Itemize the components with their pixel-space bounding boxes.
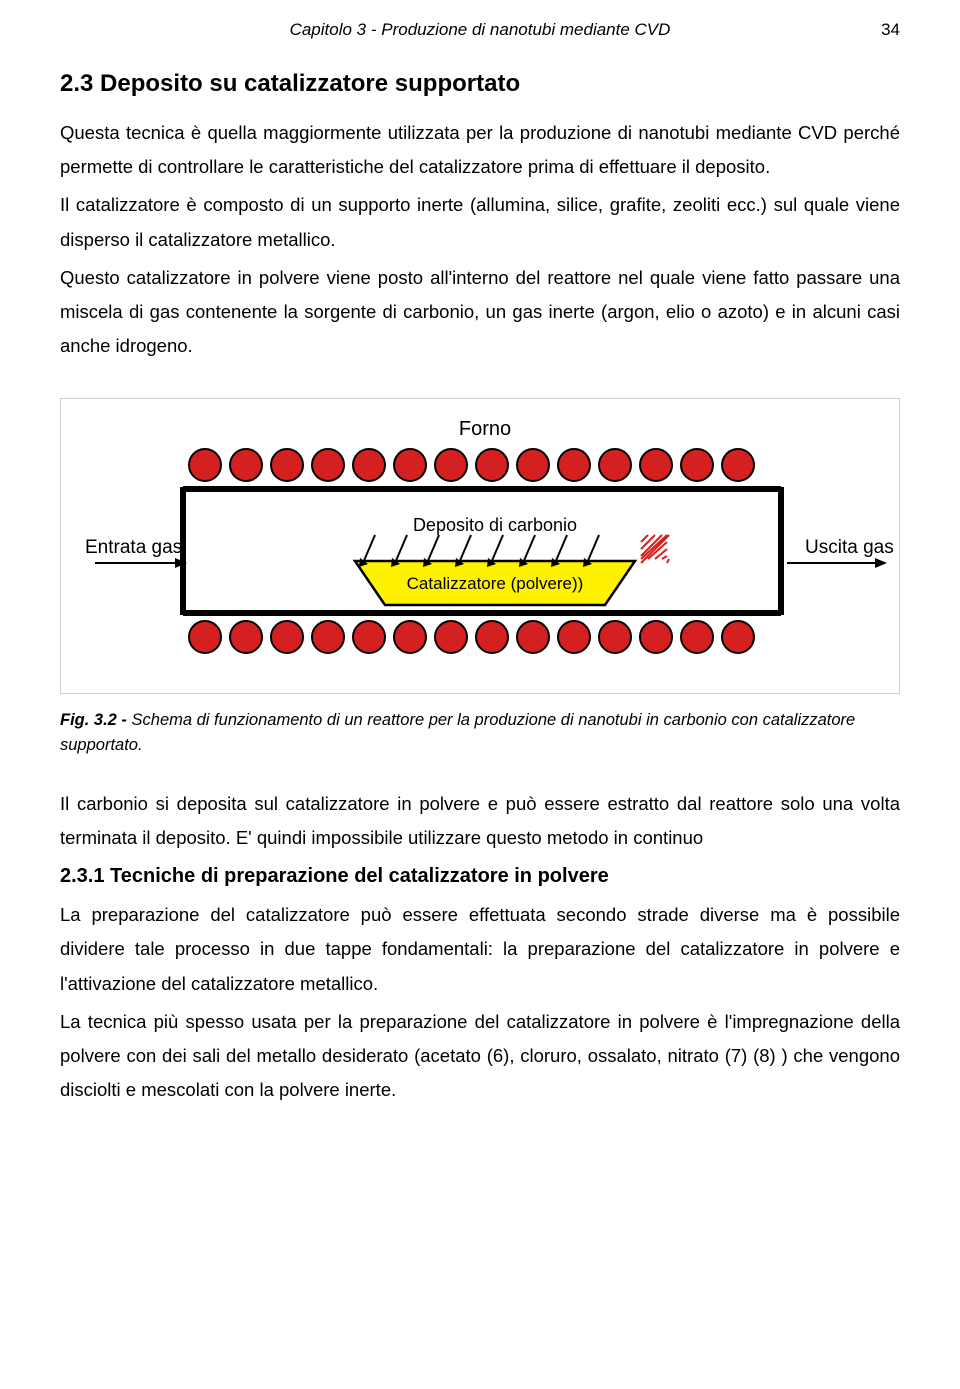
paragraph-3: Questo catalizzatore in polvere viene po…	[60, 261, 900, 364]
page: Capitolo 3 - Produzione di nanotubi medi…	[0, 0, 960, 1151]
subsection-heading: 2.3.1 Tecniche di preparazione del catal…	[60, 865, 900, 888]
section-heading: 2.3 Deposito su catalizzatore supportato	[60, 70, 900, 98]
page-number: 34	[881, 20, 900, 40]
paragraph-5: La preparazione del catalizzatore può es…	[60, 898, 900, 1001]
running-title: Capitolo 3 - Produzione di nanotubi medi…	[290, 20, 671, 39]
svg-text:Uscita gas: Uscita gas	[805, 537, 894, 558]
figure-3-2: Forno Entrata gas Uscita gas Deposito di ca…	[60, 398, 900, 694]
paragraph-1: Questa tecnica è quella maggiormente uti…	[60, 116, 900, 184]
caption-lead: Fig. 3.2 -	[60, 711, 127, 729]
svg-text:Deposito di carbonio: Deposito di carbonio	[413, 515, 577, 535]
paragraph-2: Il catalizzatore è composto di un suppor…	[60, 188, 900, 256]
running-header: Capitolo 3 - Produzione di nanotubi medi…	[60, 20, 900, 40]
svg-text:Entrata gas: Entrata gas	[85, 537, 182, 558]
figure-caption: Fig. 3.2 - Schema di funzionamento di un…	[60, 708, 900, 759]
section-title-text: Deposito su catalizzatore supportato	[100, 70, 520, 97]
paragraph-4: Il carbonio si deposita sul catalizzator…	[60, 787, 900, 855]
paragraph-6: La tecnica più spesso usata per la prepa…	[60, 1005, 900, 1108]
svg-text:Catalizzatore (polvere)): Catalizzatore (polvere))	[407, 574, 584, 593]
svg-text:Forno: Forno	[459, 418, 511, 440]
subsection-title-text: Tecniche di preparazione del catalizzato…	[110, 865, 609, 887]
caption-body: Schema di funzionamento di un reattore p…	[60, 711, 855, 755]
reactor-schematic: Forno Entrata gas Uscita gas Deposito di ca…	[75, 413, 895, 673]
subsection-number: 2.3.1	[60, 865, 104, 887]
section-number: 2.3	[60, 70, 93, 97]
